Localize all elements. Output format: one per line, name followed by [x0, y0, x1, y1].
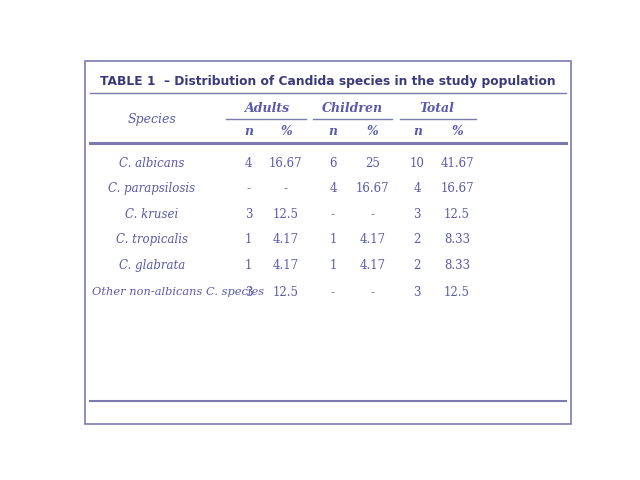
Text: 12.5: 12.5	[273, 286, 299, 299]
Text: Adults: Adults	[244, 102, 290, 115]
Text: C. albicans: C. albicans	[119, 157, 184, 170]
Text: -: -	[331, 286, 335, 299]
Text: %: %	[367, 125, 378, 138]
FancyBboxPatch shape	[85, 61, 571, 423]
Text: -: -	[371, 208, 374, 221]
Text: 12.5: 12.5	[444, 286, 470, 299]
Text: Children: Children	[322, 102, 383, 115]
Text: 1: 1	[245, 259, 252, 272]
Text: 4.17: 4.17	[360, 233, 386, 246]
Text: 1: 1	[329, 233, 337, 246]
Text: 12.5: 12.5	[444, 208, 470, 221]
Text: n: n	[413, 125, 422, 138]
Text: 4: 4	[413, 182, 421, 195]
Text: TABLE 1  – Distribution of Candida species in the study population: TABLE 1 – Distribution of Candida specie…	[100, 75, 556, 88]
Text: 4: 4	[245, 157, 252, 170]
Text: 4.17: 4.17	[273, 259, 299, 272]
Text: C. parapsilosis: C. parapsilosis	[108, 182, 195, 195]
Text: 25: 25	[365, 157, 380, 170]
Text: C. glabrata: C. glabrata	[119, 259, 185, 272]
Text: 3: 3	[413, 208, 421, 221]
Text: 1: 1	[329, 259, 337, 272]
Text: 16.67: 16.67	[356, 182, 390, 195]
Text: Species: Species	[127, 113, 176, 126]
Text: 16.67: 16.67	[269, 157, 303, 170]
Text: 3: 3	[245, 286, 252, 299]
Text: 8.33: 8.33	[444, 233, 470, 246]
Text: 2: 2	[413, 259, 421, 272]
Text: %: %	[280, 125, 292, 138]
Text: 4: 4	[329, 182, 337, 195]
Text: 41.67: 41.67	[440, 157, 474, 170]
Text: C. tropicalis: C. tropicalis	[116, 233, 188, 246]
Text: 1: 1	[245, 233, 252, 246]
Text: 6: 6	[329, 157, 337, 170]
Text: Other non-albicans C. species: Other non-albicans C. species	[92, 288, 264, 297]
Text: 8.33: 8.33	[444, 259, 470, 272]
Text: 16.67: 16.67	[440, 182, 474, 195]
Text: -: -	[371, 286, 374, 299]
Text: -: -	[331, 208, 335, 221]
Text: 10: 10	[410, 157, 425, 170]
Text: 4.17: 4.17	[273, 233, 299, 246]
Text: C. krusei: C. krusei	[125, 208, 179, 221]
Text: 3: 3	[413, 286, 421, 299]
Text: %: %	[451, 125, 463, 138]
Text: -: -	[284, 182, 288, 195]
Text: 12.5: 12.5	[273, 208, 299, 221]
Text: 2: 2	[413, 233, 421, 246]
Text: -: -	[246, 182, 251, 195]
Text: n: n	[328, 125, 337, 138]
Text: 4.17: 4.17	[360, 259, 386, 272]
Text: n: n	[244, 125, 253, 138]
Text: Total: Total	[420, 102, 454, 115]
Text: 3: 3	[245, 208, 252, 221]
